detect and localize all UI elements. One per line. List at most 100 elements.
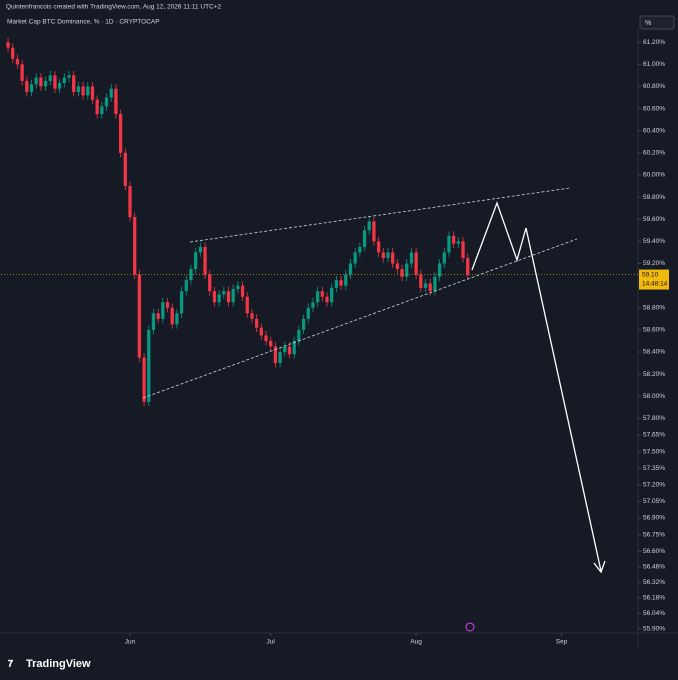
- candle-body: [283, 346, 287, 353]
- projection-arrowhead: [593, 560, 606, 574]
- candle-body: [269, 340, 273, 347]
- candle-body: [330, 287, 334, 303]
- y-tick-label: 56.04%: [643, 610, 665, 617]
- candle-body: [461, 241, 465, 258]
- projection: [471, 201, 606, 574]
- candle-body: [29, 84, 34, 92]
- candle-body: [348, 263, 353, 275]
- candle-body: [57, 83, 62, 89]
- candle-body: [165, 302, 170, 308]
- candle-body: [151, 313, 156, 330]
- plot: [1, 37, 641, 636]
- candle-body: [297, 329, 301, 341]
- y-tick-label: 55.90%: [643, 625, 665, 632]
- candle-body: [433, 276, 437, 292]
- candle-body: [386, 252, 390, 258]
- y-tick-label: 59.20%: [643, 260, 665, 267]
- candle-body: [437, 263, 442, 277]
- candle-body: [376, 241, 381, 253]
- y-tick-label: 56.90%: [643, 515, 665, 522]
- candle-body: [362, 230, 367, 247]
- y-tick-label: 60.40%: [643, 127, 665, 134]
- unit-box[interactable]: [639, 15, 675, 30]
- y-tick-label: 59.60%: [643, 216, 665, 223]
- candle-body: [142, 357, 146, 402]
- candle-body: [423, 283, 428, 288]
- last-price-label: 59.10: [642, 271, 659, 278]
- projection-path: [471, 201, 602, 572]
- candle-body: [20, 64, 24, 81]
- candle-body: [306, 307, 310, 319]
- candle-body: [405, 263, 409, 277]
- x-tick-label: Jun: [125, 639, 136, 646]
- candle-body: [137, 274, 142, 358]
- candle-body: [25, 80, 29, 92]
- y-tick-label: 56.60%: [643, 548, 665, 555]
- candle-body: [90, 86, 95, 100]
- candle-body: [292, 340, 296, 355]
- candle-body: [358, 246, 362, 253]
- candle-body: [203, 246, 207, 275]
- y-tick-label: 60.20%: [643, 150, 665, 157]
- candle-body: [353, 252, 357, 264]
- y-tick-label: 57.20%: [643, 482, 665, 489]
- candle-body: [147, 329, 151, 402]
- candle-body: [212, 291, 217, 303]
- candle-body: [48, 75, 52, 81]
- candle-body: [53, 75, 57, 89]
- x-tick-label: Aug: [410, 639, 422, 646]
- y-tick-label: 59.80%: [643, 194, 665, 201]
- candle-body: [311, 302, 315, 308]
- y-tick-label: 58.40%: [643, 349, 665, 356]
- candle-body: [367, 221, 371, 231]
- candle-body: [11, 47, 15, 59]
- upper-trendline: [189, 187, 571, 243]
- candle-body: [452, 235, 456, 244]
- logo-mark: 𝟕: [8, 658, 13, 668]
- y-tick-label: 58.00%: [643, 393, 665, 400]
- chart-title: Market Cap BTC Dominance, % · 1D · CRYPT…: [7, 19, 160, 26]
- unit-label: %: [645, 20, 651, 27]
- event-icon[interactable]: [465, 622, 475, 632]
- candle-body: [409, 252, 414, 264]
- candle-body: [34, 77, 38, 85]
- y-tick-label: 57.35%: [643, 465, 665, 472]
- y-tick-label: 60.00%: [643, 172, 665, 179]
- candle-body: [128, 186, 132, 218]
- candle-body: [250, 313, 254, 319]
- x-tick-label: Sep: [556, 639, 568, 646]
- candle-body: [198, 246, 202, 253]
- countdown-label: 14:48:14: [642, 280, 668, 287]
- candle-body: [222, 291, 226, 295]
- candle-body: [161, 302, 165, 319]
- candle-body: [15, 58, 20, 65]
- lower-trendline: [142, 238, 578, 399]
- candle-body: [81, 86, 85, 96]
- candle-body: [419, 274, 423, 288]
- candle-body: [62, 77, 66, 84]
- candle-body: [320, 291, 324, 297]
- candle-body: [231, 288, 235, 303]
- candle-body: [466, 257, 470, 275]
- candle-body: [301, 318, 306, 330]
- candle-body: [175, 313, 179, 325]
- candle-body: [334, 280, 339, 288]
- y-tick-label: 57.05%: [643, 498, 665, 505]
- candle-body: [287, 346, 292, 355]
- y-tick-label: 58.20%: [643, 371, 665, 378]
- last-price-box: [639, 269, 669, 290]
- candle-body: [240, 285, 245, 297]
- candle-body: [156, 313, 160, 319]
- candle-body: [400, 269, 404, 277]
- y-tick-label: 61.20%: [643, 39, 665, 46]
- y-tick-label: 56.46%: [643, 563, 665, 570]
- candle-body: [391, 252, 395, 264]
- candle-body: [447, 235, 451, 253]
- candle-body: [95, 99, 99, 115]
- candle-body: [273, 346, 278, 364]
- candle-body: [104, 97, 109, 107]
- y-tick-label: 58.60%: [643, 327, 665, 334]
